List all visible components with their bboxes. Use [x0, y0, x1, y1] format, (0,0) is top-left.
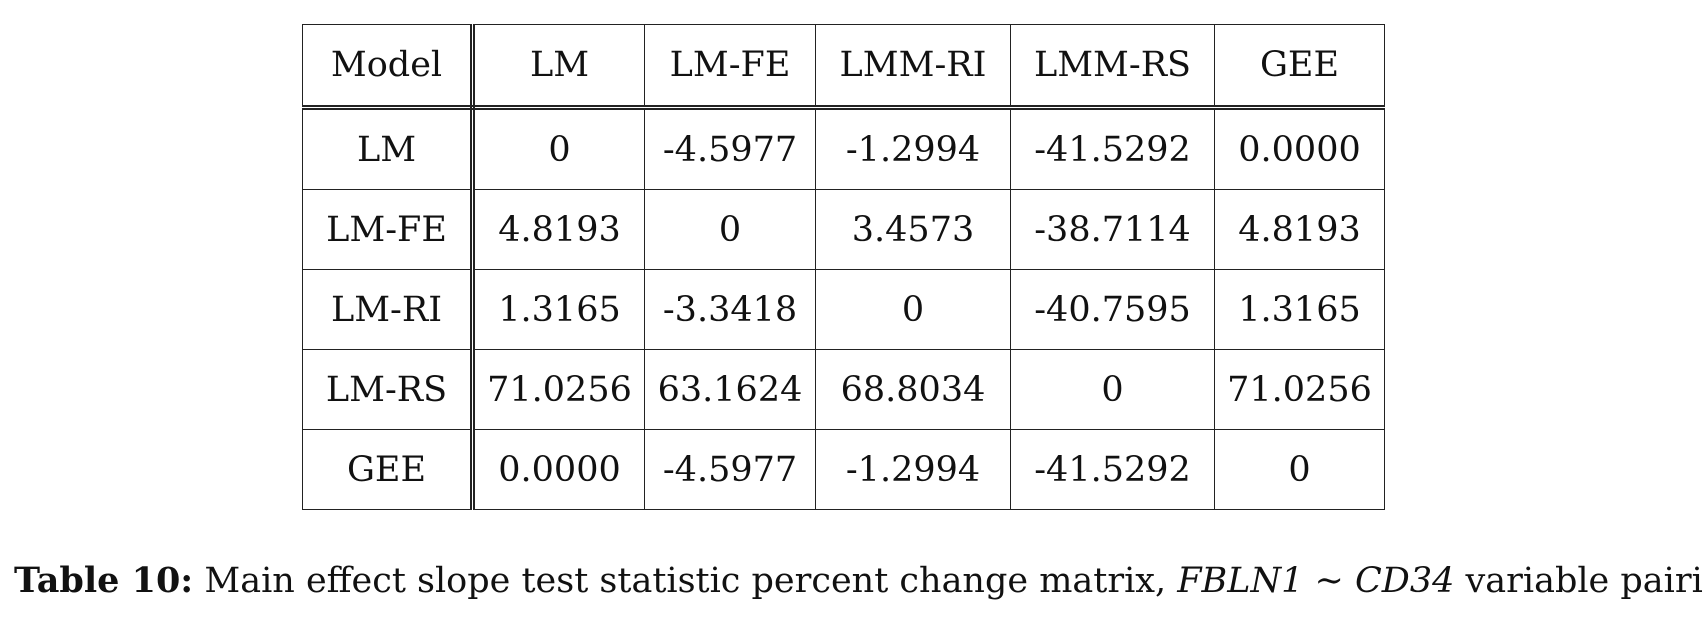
table-cell: 68.8034	[815, 349, 1011, 430]
row-label: GEE	[302, 429, 475, 510]
row-label: LM-RI	[302, 269, 475, 350]
table-cell: 0	[1214, 429, 1385, 510]
table-cell: 1.3165	[472, 269, 645, 350]
table-row: GEE 0.0000 -4.5977 -1.2994 -41.5292 0	[302, 429, 1385, 510]
row-label: LM	[302, 107, 475, 190]
header-cell: Model	[302, 24, 475, 110]
table-cell: -4.5977	[644, 107, 816, 190]
table-cell: -1.2994	[815, 429, 1011, 510]
header-cell: LM	[472, 24, 645, 110]
table-cell: 0.0000	[1214, 107, 1385, 190]
table-cell: 0	[815, 269, 1011, 350]
table-row: LM-RS 71.0256 63.1624 68.8034 0 71.0256	[302, 349, 1385, 430]
header-cell: LM-FE	[644, 24, 816, 110]
table-cell: 0	[472, 107, 645, 190]
table-cell: -41.5292	[1010, 429, 1215, 510]
caption-text: Main effect slope test statistic percent…	[204, 561, 1167, 601]
table-caption: Table 10: Main effect slope test statist…	[14, 560, 1703, 601]
table-cell: 71.0256	[472, 349, 645, 430]
header-cell: GEE	[1214, 24, 1385, 110]
table-row: LM-FE 4.8193 0 3.4573 -38.7114 4.8193	[302, 189, 1385, 270]
row-label: LM-FE	[302, 189, 475, 270]
table-row: LM 0 -4.5977 -1.2994 -41.5292 0.0000	[302, 107, 1385, 190]
caption-variable-pairing: FBLN1 ∼ CD34	[1177, 561, 1455, 601]
table-cell: 1.3165	[1214, 269, 1385, 350]
row-label: LM-RS	[302, 349, 475, 430]
table-cell: -41.5292	[1010, 107, 1215, 190]
percent-change-matrix-table: Model LM LM-FE LMM-RI LMM-RS GEE LM 0 -4…	[302, 24, 1385, 510]
table-cell: 3.4573	[815, 189, 1011, 270]
table-cell: 4.8193	[472, 189, 645, 270]
table-cell: -1.2994	[815, 107, 1011, 190]
table-cell: 0	[644, 189, 816, 270]
header-cell: LMM-RI	[815, 24, 1011, 110]
table-row: LM-RI 1.3165 -3.3418 0 -40.7595 1.3165	[302, 269, 1385, 350]
table-cell: 63.1624	[644, 349, 816, 430]
table-cell: 0	[1010, 349, 1215, 430]
results-table-container: Model LM LM-FE LMM-RI LMM-RS GEE LM 0 -4…	[302, 24, 1385, 510]
table-header-row: Model LM LM-FE LMM-RI LMM-RS GEE	[302, 24, 1385, 110]
header-cell: LMM-RS	[1010, 24, 1215, 110]
table-cell: -4.5977	[644, 429, 816, 510]
table-cell: -40.7595	[1010, 269, 1215, 350]
table-cell: 0.0000	[472, 429, 645, 510]
table-cell: -3.3418	[644, 269, 816, 350]
table-cell: -38.7114	[1010, 189, 1215, 270]
table-cell: 4.8193	[1214, 189, 1385, 270]
table-cell: 71.0256	[1214, 349, 1385, 430]
caption-suffix: variable pairing	[1465, 561, 1703, 601]
caption-label: Table 10:	[14, 560, 194, 601]
